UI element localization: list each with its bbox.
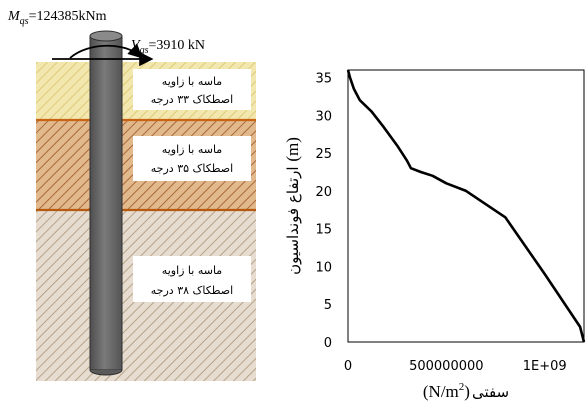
y-tick-label: 5 xyxy=(324,298,332,313)
shear-subscript: qs xyxy=(140,45,149,56)
y-axis-ticks: 0 5 10 15 20 25 30 35 xyxy=(315,72,332,351)
shear-value: =3910 kN xyxy=(148,38,205,53)
x-tick-label: 1E+09 xyxy=(523,359,567,374)
pile xyxy=(89,30,123,376)
moment-subscript: qs xyxy=(20,16,29,27)
layer-3-line2: اصطکاک ۳۸ درجه xyxy=(151,284,233,297)
y-axis-unit: (m) xyxy=(283,137,302,162)
y-tick-label: 30 xyxy=(315,109,332,124)
x-axis-unit-sup: 2 xyxy=(459,381,465,393)
y-tick-label: 0 xyxy=(324,336,332,351)
stiffness-curve xyxy=(346,69,586,343)
layer-label-3: ماسه با زاویه اصطکاک ۳۸ درجه xyxy=(133,256,251,302)
moment-label: Mqs=124385kNm xyxy=(7,9,107,27)
shear-symbol: V xyxy=(131,38,141,53)
x-axis-title-text: سفتی xyxy=(472,383,509,401)
layer-label-1: ماسه با زاویه اصطکاک ۳۳ درجه xyxy=(133,69,251,110)
layer-1-line1: ماسه با زاویه xyxy=(162,75,223,88)
svg-text:(N/m2)سفتی: (N/m2) سفتی xyxy=(423,381,509,401)
pile-bottom xyxy=(89,369,123,376)
pile-top xyxy=(89,30,123,42)
layer-2-line2: اصطکاک ۳۵ درجه xyxy=(151,162,233,175)
x-tick-label: 500000000 xyxy=(409,359,483,374)
layer-1-line2: اصطکاک ۳۳ درجه xyxy=(151,93,233,106)
chart: 0 500000000 1E+09 0 5 10 15 20 25 30 35 ارتفاع فو… xyxy=(283,69,586,401)
y-tick-label: 25 xyxy=(315,147,332,162)
y-axis-title-text: ارتفاع فونداسیون xyxy=(284,166,302,274)
y-tick-label: 35 xyxy=(315,72,332,87)
x-axis-ticks: 0 500000000 1E+09 xyxy=(344,359,567,374)
x-axis-title: (N/m2) سفتی xyxy=(423,381,509,401)
layer-3-line1: ماسه با زاویه xyxy=(162,264,223,277)
y-tick-label: 20 xyxy=(315,185,332,200)
plot-area xyxy=(347,69,585,343)
x-axis-unit-end: ) xyxy=(464,382,470,401)
x-axis-unit-main: (N/m xyxy=(423,382,459,401)
moment-value: =124385kNm xyxy=(29,9,107,24)
svg-text:ارتفاع فونداسیون (m): ارتفاع فونداسیون (m) xyxy=(283,137,302,275)
layer-label-2: ماسه با زاویه اصطکاک ۳۵ درجه xyxy=(133,136,251,181)
x-tick-label: 0 xyxy=(344,359,352,374)
y-tick-label: 15 xyxy=(315,223,332,238)
y-tick-label: 10 xyxy=(315,260,332,275)
y-axis-title: ارتفاع فونداسیون (m) xyxy=(283,137,302,275)
moment-arrow xyxy=(69,43,143,59)
moment-symbol: M xyxy=(7,9,21,24)
shear-label: Vqs=3910 kN xyxy=(131,38,205,56)
layer-2-line1: ماسه با زاویه xyxy=(162,143,223,156)
